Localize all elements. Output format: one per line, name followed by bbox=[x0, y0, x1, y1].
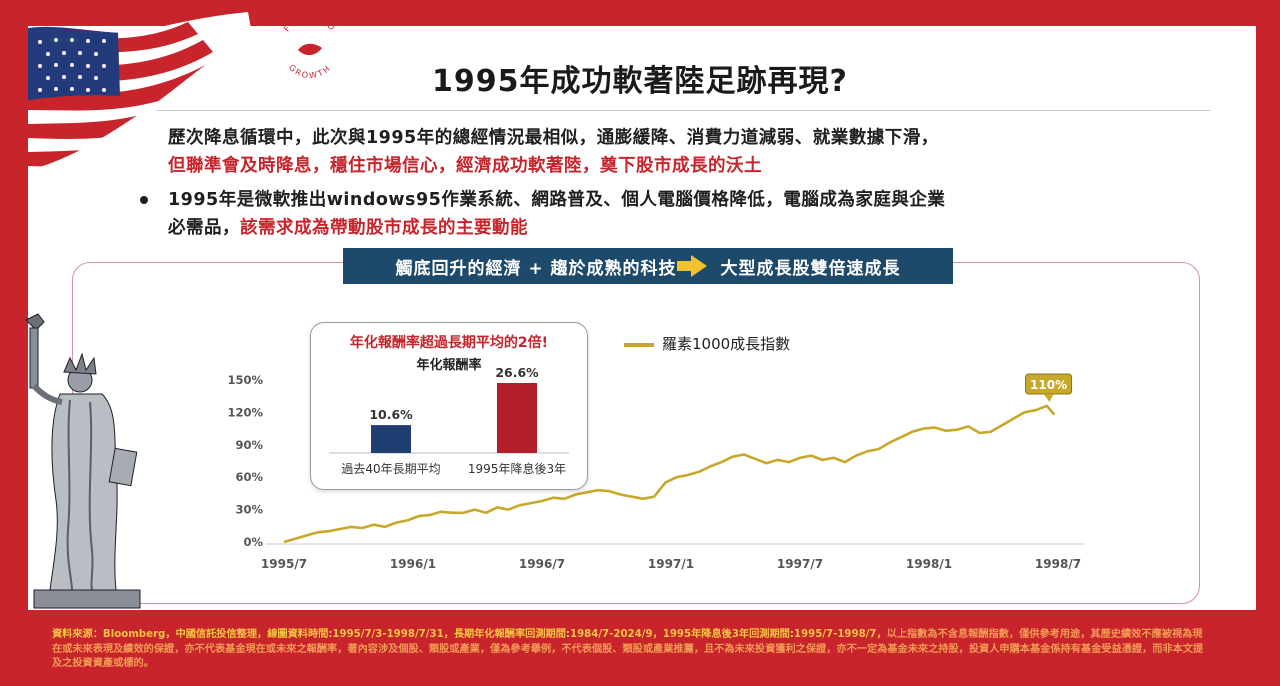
footer-disclaimer-text: 以上指數為不含息報酬指數，僅供參考用途，其歷史績效不應被視為現在或未來表現及績效… bbox=[52, 629, 1204, 669]
paragraph-2: 1995年是微軟推出windows95作業系統、網路普及、個人電腦價格降低，電腦… bbox=[168, 186, 1168, 242]
y-tick-label: 30% bbox=[235, 503, 263, 517]
theme-banner: 觸底回升的經濟 + 趨於成熟的科技 大型成長股雙倍速成長 bbox=[343, 248, 953, 284]
focused-growth-stamp: FOCUSED GROWTH bbox=[282, 13, 335, 80]
paragraph-1-line-1: 歷次降息循環中，此次與1995年的總經情況最相似，通膨緩降、消費力道減弱、就業數… bbox=[168, 128, 939, 148]
legend-swatch bbox=[624, 343, 654, 347]
page-title: 1995年成功軟著陸足跡再現? bbox=[432, 64, 848, 99]
inset-title: 年化報酬率超過長期平均的2倍! bbox=[350, 334, 548, 351]
y-tick-label: 60% bbox=[235, 470, 263, 484]
statue-of-liberty-illustration bbox=[25, 313, 141, 609]
american-flag-illustration bbox=[28, 12, 253, 170]
inset-bar bbox=[497, 383, 537, 453]
banner-right-text: 大型成長股雙倍速成長 bbox=[720, 258, 901, 279]
paragraph-1-line-2: 但聯準會及時降息，穩住市場信心，經濟成功軟著陸，奠下股市成長的沃土 bbox=[168, 156, 762, 176]
series-line-russell-1000-growth bbox=[283, 404, 1056, 544]
inset-ylabel: 年化報酬率 bbox=[416, 357, 481, 373]
x-tick-label: 1998/1 bbox=[906, 557, 952, 571]
bullet-dot bbox=[140, 196, 148, 204]
y-tick-label: 90% bbox=[235, 438, 263, 452]
legend-label: 羅素1000成長指數 bbox=[662, 335, 791, 353]
x-tick-label: 1996/1 bbox=[390, 557, 436, 571]
inset-bar bbox=[371, 425, 411, 453]
y-tick-label: 150% bbox=[227, 373, 263, 387]
paragraph-2-line-2-black: 必需品， bbox=[168, 218, 240, 238]
paragraph-2-line-1: 1995年是微軟推出windows95作業系統、網路普及、個人電腦價格降低，電腦… bbox=[168, 190, 946, 210]
footer-disclaimer: 資料來源：Bloomberg，中國信託投信整理，線圖資料時間:1995/7/3-… bbox=[52, 628, 1208, 672]
end-value-label: 110% bbox=[1030, 378, 1067, 392]
x-tick-label: 1995/7 bbox=[261, 557, 307, 571]
inset-bar-chart-card: 年化報酬率超過長期平均的2倍! 年化報酬率 10.6% 過去40年長期平均 26.6% 1… bbox=[310, 322, 588, 490]
inset-bar-value-label: 10.6% bbox=[369, 407, 413, 422]
y-tick-label: 0% bbox=[243, 535, 263, 549]
y-tick-label: 120% bbox=[227, 405, 263, 419]
x-tick-label: 1996/7 bbox=[519, 557, 565, 571]
right-arrow-icon bbox=[676, 255, 707, 277]
x-tick-label: 1997/1 bbox=[648, 557, 694, 571]
inset-bar-value-label: 26.6% bbox=[495, 365, 539, 380]
title-divider bbox=[156, 110, 1210, 111]
callout-pointer bbox=[1043, 394, 1054, 402]
x-tick-label: 1998/7 bbox=[1035, 557, 1081, 571]
inset-bar-chart: 年化報酬率超過長期平均的2倍! 年化報酬率 10.6% 過去40年長期平均 26.6% 1… bbox=[329, 334, 569, 476]
inset-category-label: 1995年降息後3年 bbox=[468, 461, 566, 476]
paragraph-1: 歷次降息循環中，此次與1995年的總經情況最相似，通膨緩降、消費力道減弱、就業數… bbox=[168, 124, 1168, 180]
banner-left-text: 觸底回升的經濟 + 趨於成熟的科技 bbox=[395, 258, 677, 279]
inset-category-label: 過去40年長期平均 bbox=[341, 462, 440, 476]
paragraph-2-line-2-red: 該需求成為帶動股市成長的主要動能 bbox=[240, 218, 528, 238]
footer-source: 資料來源：Bloomberg，中國信託投信整理，線圖資料時間:1995/7/3-… bbox=[52, 629, 887, 640]
x-tick-label: 1997/7 bbox=[777, 557, 823, 571]
